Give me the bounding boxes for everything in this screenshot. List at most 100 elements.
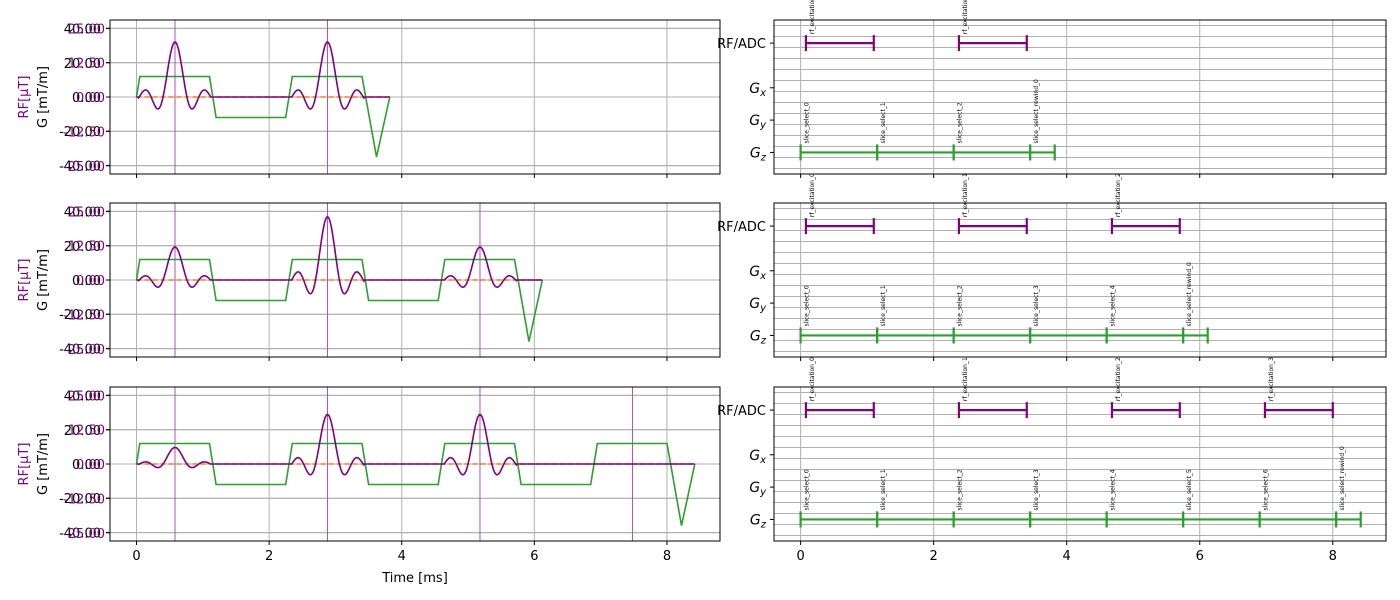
row-label-rf-adc: RF/ADC xyxy=(717,404,766,419)
rf-waveform xyxy=(136,41,390,110)
gradient-tick-label: -40.00 xyxy=(59,526,101,541)
gz-event-label: slice_select_2 xyxy=(957,469,964,510)
row-label-gy: Gy xyxy=(749,480,767,498)
gz-event-label: slice_select_rewind_0 xyxy=(1186,262,1193,326)
row-label-rf-adc: RF/ADC xyxy=(717,37,766,52)
gz-event-label: slice_select_0 xyxy=(804,102,811,143)
x-tick-label: 0 xyxy=(796,549,804,564)
gradient-tick-label: 0.00 xyxy=(72,458,101,473)
row-label-subscript: y xyxy=(759,487,767,498)
rf-tick-label: 0.00 xyxy=(76,91,105,106)
gradient-tick-label: -40.00 xyxy=(59,159,101,174)
rf-tick-label: -12.50 xyxy=(63,308,105,323)
gz-event-label: slice_select_1 xyxy=(880,285,887,326)
row-label-base: G xyxy=(750,512,761,528)
x-tick-label: 0 xyxy=(132,549,140,564)
row-label-subscript: z xyxy=(760,335,767,346)
x-tick-label: 4 xyxy=(1063,549,1071,564)
gradient-tick-label: 20.00 xyxy=(64,240,101,255)
row-label-subscript: y xyxy=(759,303,767,314)
gradient-waveform xyxy=(135,258,544,342)
rf-event-label: rf_excitation_1 xyxy=(962,357,969,401)
row-label-subscript: x xyxy=(759,88,766,99)
gz-event-label: slice_select_3 xyxy=(1033,285,1040,326)
rf-axis-label: RF[μT] xyxy=(17,259,32,302)
row-label-gz: Gz xyxy=(750,145,767,163)
x-tick-label: 8 xyxy=(1329,549,1337,564)
rf-event-label: rf_excitation_2 xyxy=(1115,357,1122,401)
gradient-tick-label: -20.00 xyxy=(59,492,101,507)
gradient-tick-label: -40.00 xyxy=(59,342,101,357)
rf-waveform xyxy=(136,215,543,295)
gradient-tick-label: 40.00 xyxy=(64,390,101,405)
x-axis-title: Time [ms] xyxy=(381,571,448,586)
rf-tick-label: -25.00 xyxy=(63,160,105,175)
rf-event-label: rf_excitation_2 xyxy=(1115,173,1122,217)
row-label-gx: Gx xyxy=(749,264,766,282)
row-label-gz: Gz xyxy=(750,328,767,346)
row-label-base: G xyxy=(750,145,761,161)
gz-event-label: slice_select_1 xyxy=(880,102,887,143)
gradient-tick-label: 0.00 xyxy=(72,274,101,289)
rf-tick-label: -12.50 xyxy=(63,492,105,507)
row-label-subscript: x xyxy=(759,271,766,282)
row-label-base: G xyxy=(749,448,760,464)
row-label-gy: Gy xyxy=(749,113,767,131)
gz-event-label: slice_select_6 xyxy=(1263,469,1270,510)
gradient-tick-label: 0.00 xyxy=(72,91,101,106)
rf-event-label: rf_excitation_1 xyxy=(962,0,969,34)
gradient-waveform xyxy=(135,75,391,158)
gradient-tick-label: -20.00 xyxy=(59,308,101,323)
gradient-axis-label: G [mT/m] xyxy=(36,249,51,311)
row-label-base: G xyxy=(750,328,761,344)
gradient-tick-label: 40.00 xyxy=(64,206,101,221)
right-axes-frame xyxy=(773,202,1387,358)
gz-event-label: slice_select_1 xyxy=(880,469,887,510)
row-label-base: G xyxy=(749,264,760,280)
rf-tick-label: 12.50 xyxy=(68,240,105,255)
rf-event-label: rf_excitation_1 xyxy=(962,173,969,217)
gz-event-label: slice_select_rewind_0 xyxy=(1339,446,1346,510)
gz-event-label: slice_select_4 xyxy=(1110,285,1117,326)
rf-tick-label: 25.00 xyxy=(68,22,105,37)
rf-event-label: rf_excitation_0 xyxy=(809,0,816,34)
row-label-rf-adc: RF/ADC xyxy=(717,220,766,235)
gradient-tick-label: 40.00 xyxy=(64,23,101,38)
gz-event-label: slice_select_2 xyxy=(957,285,964,326)
gz-event-label: slice_select_4 xyxy=(1110,469,1117,510)
row-label-gx: Gx xyxy=(749,81,766,99)
row-label-subscript: z xyxy=(760,152,767,163)
rf-tick-label: 0.00 xyxy=(76,458,105,473)
rf-event-label: rf_excitation_0 xyxy=(809,173,816,217)
rf-axis-label: RF[μT] xyxy=(17,443,32,486)
right-axes-frame xyxy=(773,19,1387,175)
gradient-tick-label: 20.00 xyxy=(64,424,101,439)
gradient-axis-label: G [mT/m] xyxy=(36,433,51,495)
gz-event-label: slice_select_2 xyxy=(957,102,964,143)
gz-event-label: slice_select_3 xyxy=(1033,469,1040,510)
row-label-gy: Gy xyxy=(749,296,767,314)
rf-tick-label: 25.00 xyxy=(68,205,105,220)
x-tick-label: 8 xyxy=(663,549,671,564)
rf-tick-label: -25.00 xyxy=(63,527,105,542)
row-label-gx: Gx xyxy=(749,448,766,466)
gz-event-label: slice_select_0 xyxy=(804,285,811,326)
row-label-subscript: y xyxy=(759,120,767,131)
rf-tick-label: 25.00 xyxy=(68,389,105,404)
rf-tick-label: 12.50 xyxy=(68,424,105,439)
rf-event-label: rf_excitation_3 xyxy=(1268,357,1275,401)
row-label-base: G xyxy=(749,113,760,129)
gradient-axis-label: G [mT/m] xyxy=(36,66,51,128)
gz-event-label: slice_select_rewind_0 xyxy=(1033,79,1040,143)
rf-event-label: rf_excitation_0 xyxy=(809,357,816,401)
rf-tick-label: -12.50 xyxy=(63,125,105,140)
row-label-subscript: z xyxy=(760,519,767,530)
row-label-base: G xyxy=(749,81,760,97)
rf-tick-label: 12.50 xyxy=(68,57,105,72)
gradient-tick-label: 20.00 xyxy=(64,57,101,72)
x-tick-label: 6 xyxy=(530,549,538,564)
gradient-waveform xyxy=(135,442,696,526)
x-tick-label: 4 xyxy=(398,549,406,564)
gz-event-label: slice_select_0 xyxy=(804,469,811,510)
